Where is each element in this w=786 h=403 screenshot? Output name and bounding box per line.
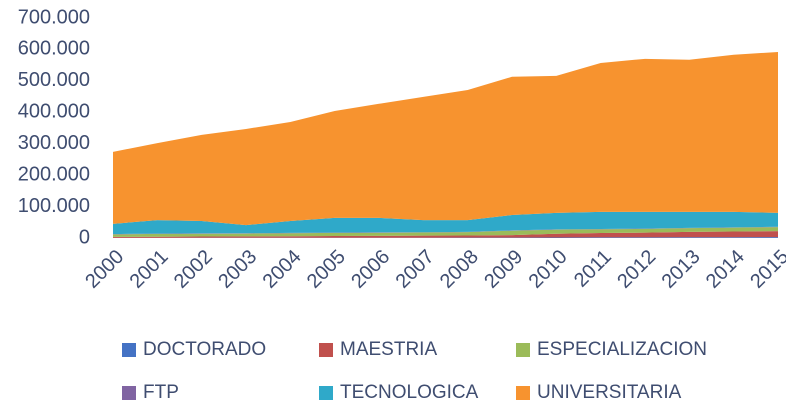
legend-swatch bbox=[122, 386, 136, 400]
legend-swatch bbox=[319, 343, 333, 357]
x-tick-label: 2013 bbox=[658, 246, 705, 293]
y-tick-label: 500.000 bbox=[18, 69, 90, 91]
area bbox=[113, 227, 778, 237]
y-tick-label: 300.000 bbox=[18, 132, 90, 154]
legend-label: TECNOLOGICA bbox=[340, 382, 479, 403]
y-tick-label: 200.000 bbox=[18, 163, 90, 185]
x-tick-label: 2009 bbox=[480, 246, 527, 293]
area bbox=[113, 51, 778, 226]
x-tick-label: 2007 bbox=[392, 246, 439, 293]
y-tick-label: 700.000 bbox=[18, 6, 90, 28]
legend-label: FTP bbox=[143, 382, 179, 403]
area bbox=[113, 231, 778, 238]
legend-swatch bbox=[516, 343, 530, 357]
y-tick-label: 600.000 bbox=[18, 38, 90, 60]
area bbox=[113, 211, 778, 235]
x-tick-label: 2012 bbox=[613, 246, 660, 293]
x-tick-label: 2002 bbox=[170, 246, 217, 293]
x-tick-label: 2014 bbox=[702, 246, 749, 293]
x-tick-label: 2005 bbox=[303, 246, 350, 293]
x-tick-label: 2011 bbox=[570, 246, 616, 292]
x-tick-label: 2004 bbox=[259, 246, 306, 293]
legend-label: ESPECIALIZACION bbox=[537, 339, 707, 360]
x-tick-label: 2003 bbox=[214, 246, 261, 293]
legend-label: UNIVERSITARIA bbox=[537, 382, 682, 403]
legend-swatch bbox=[516, 386, 530, 400]
x-tick-label: 2008 bbox=[436, 246, 483, 293]
y-tick-label: 400.000 bbox=[18, 101, 90, 123]
x-tick-label: 2000 bbox=[81, 246, 128, 293]
area bbox=[113, 226, 778, 235]
legend-swatch bbox=[122, 343, 136, 357]
legend-label: MAESTRIA bbox=[340, 339, 437, 360]
x-tick-label: 2006 bbox=[347, 246, 394, 293]
x-tick-label: 2015 bbox=[746, 246, 786, 293]
legend-label: DOCTORADO bbox=[143, 339, 266, 360]
y-tick-label: 100.000 bbox=[18, 195, 90, 217]
legend-swatch bbox=[319, 386, 333, 400]
x-tick-label: 2010 bbox=[525, 246, 572, 293]
x-tick-label: 2001 bbox=[126, 246, 173, 293]
y-tick-label: 0 bbox=[79, 226, 90, 248]
area bbox=[113, 237, 778, 238]
